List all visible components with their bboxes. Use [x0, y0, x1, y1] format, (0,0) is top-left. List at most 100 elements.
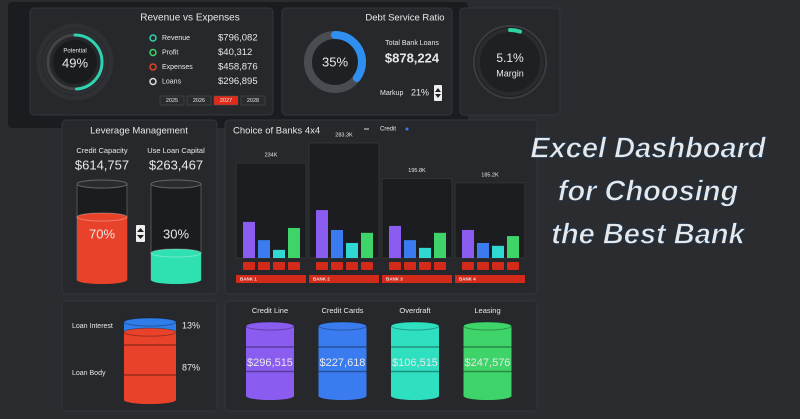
product-name: Credit Cards: [321, 306, 363, 315]
margin-value: 5.1%: [496, 51, 524, 65]
markup-caption: Markup: [380, 90, 403, 97]
barrel-bottom: [318, 392, 367, 400]
fill-surface: [150, 248, 202, 258]
gauge-arc: [46, 33, 104, 91]
barrel-body: [391, 326, 439, 396]
bank-bar: [346, 242, 358, 258]
barrel-body: [246, 326, 294, 396]
bank-total-label: 283.3K: [335, 132, 353, 138]
barrel-body: [463, 326, 512, 396]
item-name: Loans: [162, 78, 182, 85]
bank-button[interactable]: [273, 262, 285, 270]
bank-button[interactable]: [492, 262, 504, 270]
product-name: Overdraft: [399, 306, 431, 315]
item-value: $458,876: [218, 62, 258, 73]
bank-bar: [477, 242, 489, 258]
fill-label: 30%: [163, 226, 189, 241]
loan-name: Loan Body: [72, 370, 106, 377]
bank-button[interactable]: [331, 262, 343, 270]
bank-button[interactable]: [404, 262, 416, 270]
loan-segment: [124, 322, 176, 333]
barrel-bottom: [391, 392, 439, 400]
bank-tab[interactable]: [236, 275, 306, 283]
legend-dot: [405, 127, 409, 131]
bank-bar: [288, 227, 300, 258]
bank-button[interactable]: [462, 262, 474, 270]
fill-surface: [76, 212, 128, 222]
headline: Excel Dashboard: [530, 133, 767, 165]
barrel-bottom: [151, 276, 201, 284]
gauge-bg: [473, 25, 547, 99]
bank-name: BANK 4: [459, 277, 476, 282]
product-amount: $106,515: [392, 357, 438, 369]
panel-title: Revenue vs Expenses: [140, 13, 240, 24]
bank-name: BANK 3: [386, 277, 403, 282]
loan-value: 87%: [182, 362, 200, 372]
gauge-value: 35%: [322, 54, 348, 69]
legend-dot: [149, 48, 157, 57]
bank-button[interactable]: [346, 262, 358, 270]
legend-dot: [149, 77, 157, 86]
barrel-body: [318, 326, 367, 396]
item-name: Profit: [162, 49, 178, 56]
bank-name: BANK 2: [313, 277, 330, 282]
item-value: $40,312: [218, 47, 252, 58]
bank-button[interactable]: [434, 262, 446, 270]
bank-tab[interactable]: [382, 275, 452, 283]
bank-button[interactable]: [477, 262, 489, 270]
column-caption: Use Loan Capital: [147, 146, 205, 155]
item-value: $796,082: [218, 33, 258, 44]
margin-caption: Margin: [496, 68, 524, 78]
bank-button[interactable]: [389, 262, 401, 270]
year-button[interactable]: [159, 95, 185, 106]
bank-bar: [258, 240, 270, 258]
legend-label: Credit: [380, 127, 396, 133]
loan-segment: [124, 332, 176, 400]
barrel-bottom: [463, 392, 512, 400]
year-label: 2027: [220, 98, 232, 104]
bank-button[interactable]: [316, 262, 328, 270]
headline: for Choosing: [558, 176, 739, 208]
year-label: 2025: [166, 98, 178, 104]
products-panel: [224, 300, 538, 412]
barrel-top: [463, 321, 512, 331]
year-label: 2026: [193, 98, 205, 104]
year-button[interactable]: [186, 95, 212, 106]
segment-top: [123, 317, 177, 327]
bank-total-label: 185.2K: [481, 172, 499, 178]
bank-button[interactable]: [288, 262, 300, 270]
gauge-core: [53, 40, 97, 84]
total-caption: Total Bank Loans: [385, 40, 439, 47]
barrel-fill: [151, 253, 201, 280]
legend-dot: [149, 34, 157, 42]
bank-tab[interactable]: [455, 275, 525, 283]
spinner-arrows: [435, 88, 441, 98]
product-amount: $296,515: [247, 357, 293, 369]
bank-button[interactable]: [361, 262, 373, 270]
spinner-arrows: [137, 228, 144, 239]
loan-value: 13%: [182, 320, 200, 330]
bank-button[interactable]: [419, 262, 431, 270]
bank-button[interactable]: [258, 262, 270, 270]
loan-name: Loan Interest: [72, 323, 113, 330]
total-value: $878,224: [385, 50, 440, 65]
barrel-top: [245, 321, 295, 331]
product-amount: $227,618: [320, 357, 366, 369]
gauge-value: 49%: [62, 55, 88, 70]
column-caption: Credit Capacity: [76, 146, 128, 155]
bank-bar: [273, 249, 285, 258]
bank-button[interactable]: [507, 262, 519, 270]
product-amount: $247,576: [465, 357, 511, 369]
barrel-rim: [150, 179, 202, 189]
year-button[interactable]: [240, 95, 266, 106]
spinner[interactable]: [136, 225, 145, 242]
bank-button[interactable]: [243, 262, 255, 270]
year-button[interactable]: [213, 95, 239, 106]
spinner[interactable]: [434, 85, 442, 101]
bank-bar: [331, 229, 343, 258]
bank-bar: [492, 245, 504, 258]
product-name: Leasing: [474, 306, 500, 315]
bank-bar: [419, 247, 431, 258]
bank-tab[interactable]: [309, 275, 379, 283]
